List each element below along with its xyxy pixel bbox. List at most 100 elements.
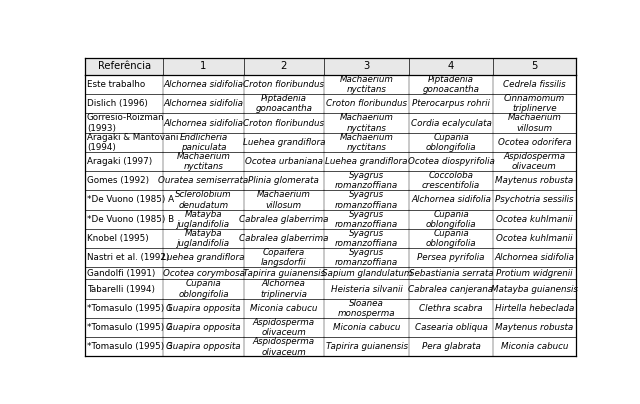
- Text: Pera glabrata: Pera glabrata: [422, 342, 481, 351]
- Text: Machaerium
villosum: Machaerium villosum: [508, 113, 561, 133]
- Bar: [85, 152, 576, 171]
- Text: Miconia cabucu: Miconia cabucu: [250, 304, 317, 313]
- Text: Luehea grandiflora: Luehea grandiflora: [243, 138, 325, 147]
- Text: Dislich (1996): Dislich (1996): [87, 99, 148, 108]
- Text: Cabralea glaberrima: Cabralea glaberrima: [239, 215, 328, 224]
- Text: Sloanea
monosperma: Sloanea monosperma: [338, 299, 396, 318]
- Text: Alchornea sidifolia: Alchornea sidifolia: [494, 253, 574, 262]
- Text: Aragaki (1997): Aragaki (1997): [87, 157, 152, 166]
- Text: Cupania
oblongifolia: Cupania oblongifolia: [178, 280, 229, 299]
- Text: Croton floribundus: Croton floribundus: [243, 118, 324, 128]
- Text: Alchornea sidifolia: Alchornea sidifolia: [411, 196, 491, 204]
- Text: 4: 4: [448, 61, 454, 72]
- Text: Machaerium
nyctitans: Machaerium nyctitans: [177, 152, 230, 171]
- Text: Guapira opposita: Guapira opposita: [166, 323, 241, 332]
- Bar: [85, 114, 576, 133]
- Text: Alchornea
triplinervia: Alchornea triplinervia: [260, 280, 307, 299]
- Bar: [85, 299, 576, 318]
- Text: Aspidosperma
olivaceum: Aspidosperma olivaceum: [253, 318, 315, 337]
- Text: Cupania
oblongifolia: Cupania oblongifolia: [426, 229, 476, 248]
- Text: Maytenus robusta: Maytenus robusta: [495, 323, 573, 332]
- Bar: [85, 318, 576, 337]
- Text: Machaerium
villosum: Machaerium villosum: [257, 190, 311, 210]
- Text: Endlicheria
paniculata: Endlicheria paniculata: [179, 133, 228, 152]
- Text: Casearia obliqua: Casearia obliqua: [415, 323, 488, 332]
- Text: Croton floribundus: Croton floribundus: [243, 80, 324, 89]
- Text: Guapira opposita: Guapira opposita: [166, 304, 241, 313]
- Text: Syagrus
romanzoffiana: Syagrus romanzoffiana: [335, 229, 398, 248]
- Bar: [85, 94, 576, 114]
- Text: Cupania
oblongifolia: Cupania oblongifolia: [426, 210, 476, 229]
- Text: Miconia cabucu: Miconia cabucu: [333, 323, 401, 332]
- Text: Matayba
juglandifolia: Matayba juglandifolia: [177, 210, 230, 229]
- Text: Cabralea glaberrima: Cabralea glaberrima: [239, 234, 328, 243]
- Text: *Tomasulo (1995) 2: *Tomasulo (1995) 2: [87, 323, 172, 332]
- Bar: [85, 171, 576, 190]
- Text: Sclerolobium
denudatum: Sclerolobium denudatum: [175, 190, 232, 210]
- Text: Matayba
juglandifolia: Matayba juglandifolia: [177, 229, 230, 248]
- Text: Piptadenia
gonoacantha: Piptadenia gonoacantha: [255, 94, 312, 114]
- Text: Tapirira guianensis: Tapirira guianensis: [243, 269, 325, 278]
- Text: Cabralea canjerana: Cabralea canjerana: [408, 284, 493, 294]
- Text: Croton floribundus: Croton floribundus: [326, 99, 407, 108]
- Text: Cinnamomum
triplinerve: Cinnamomum triplinerve: [504, 94, 565, 114]
- Text: Ocotea diospyrifolia: Ocotea diospyrifolia: [408, 157, 495, 166]
- Text: Sapium glandulatum: Sapium glandulatum: [321, 269, 412, 278]
- Text: Alchornea sidifolia: Alchornea sidifolia: [163, 118, 243, 128]
- Text: Gorresio-Roizman
(1993): Gorresio-Roizman (1993): [87, 113, 164, 133]
- Text: Nastri et al. (1992): Nastri et al. (1992): [87, 253, 170, 262]
- Text: Cordia ecalyculata: Cordia ecalyculata: [411, 118, 492, 128]
- Text: Alchornea sidifolia: Alchornea sidifolia: [163, 99, 243, 108]
- Text: Luehea grandiflora: Luehea grandiflora: [325, 157, 408, 166]
- Text: Ocotea kuhlmanii: Ocotea kuhlmanii: [496, 215, 573, 224]
- Text: Tapirira guianensis: Tapirira guianensis: [326, 342, 408, 351]
- Text: 1: 1: [200, 61, 207, 72]
- Text: *Tomasulo (1995) 1: *Tomasulo (1995) 1: [87, 304, 172, 313]
- Bar: [85, 190, 576, 210]
- Text: Hirtella hebeclada: Hirtella hebeclada: [495, 304, 574, 313]
- Text: Guapira opposita: Guapira opposita: [166, 342, 241, 351]
- Text: Syagrus
romanzoffiana: Syagrus romanzoffiana: [335, 171, 398, 190]
- Bar: [85, 280, 576, 299]
- Text: 2: 2: [281, 61, 287, 72]
- Text: Alchornea sidifolia: Alchornea sidifolia: [163, 80, 243, 89]
- Text: Ocotea corymbosa: Ocotea corymbosa: [163, 269, 244, 278]
- Text: Ocotea odorifera: Ocotea odorifera: [497, 138, 571, 147]
- Text: Gomes (1992): Gomes (1992): [87, 176, 149, 185]
- Text: Machaerium
nyctitans: Machaerium nyctitans: [340, 133, 394, 152]
- Text: Coccoloba
crescentifolia: Coccoloba crescentifolia: [422, 171, 480, 190]
- Text: Protium widgrenii: Protium widgrenii: [496, 269, 573, 278]
- Bar: [85, 248, 576, 267]
- Text: Heisteria silvanii: Heisteria silvanii: [331, 284, 403, 294]
- Text: Maytenus robusta: Maytenus robusta: [495, 176, 573, 185]
- Text: Luehea grandiflora: Luehea grandiflora: [163, 253, 244, 262]
- Text: Piptadenia
gonoacantha: Piptadenia gonoacantha: [422, 75, 479, 94]
- Text: Este trabalho: Este trabalho: [87, 80, 145, 89]
- Text: Aragaki & Mantovani
(1994): Aragaki & Mantovani (1994): [87, 133, 179, 152]
- Text: Plinia glomerata: Plinia glomerata: [248, 176, 319, 185]
- Bar: [85, 229, 576, 248]
- Text: Pterocarpus rohrii: Pterocarpus rohrii: [412, 99, 490, 108]
- Text: Copaifera
langsdorfii: Copaifera langsdorfii: [261, 248, 307, 267]
- Text: Machaerium
nyctitans: Machaerium nyctitans: [340, 113, 394, 133]
- Text: Syagrus
romanzoffiana: Syagrus romanzoffiana: [335, 190, 398, 210]
- Bar: [85, 337, 576, 356]
- Text: Aspidosperma
olivaceum: Aspidosperma olivaceum: [503, 152, 565, 171]
- Bar: [85, 267, 576, 280]
- Text: Syagrus
romanzoffiana: Syagrus romanzoffiana: [335, 210, 398, 229]
- Text: 3: 3: [364, 61, 370, 72]
- Bar: [85, 75, 576, 94]
- Text: Matayba guianensis: Matayba guianensis: [491, 284, 578, 294]
- Text: Machaerium
nyctitans: Machaerium nyctitans: [340, 75, 394, 94]
- Text: Psychotria sessilis: Psychotria sessilis: [495, 196, 573, 204]
- Text: Persea pyrifolia: Persea pyrifolia: [417, 253, 484, 262]
- Text: Miconia cabucu: Miconia cabucu: [500, 342, 568, 351]
- Bar: [85, 210, 576, 229]
- Text: Tabarelli (1994): Tabarelli (1994): [87, 284, 155, 294]
- Text: 5: 5: [531, 61, 538, 72]
- Text: Cedrela fissilis: Cedrela fissilis: [503, 80, 566, 89]
- Text: Sebastiania serrata: Sebastiania serrata: [409, 269, 493, 278]
- Text: Ocotea kuhlmanii: Ocotea kuhlmanii: [496, 234, 573, 243]
- Text: *Tomasulo (1995) 3: *Tomasulo (1995) 3: [87, 342, 173, 351]
- Text: Clethra scabra: Clethra scabra: [419, 304, 483, 313]
